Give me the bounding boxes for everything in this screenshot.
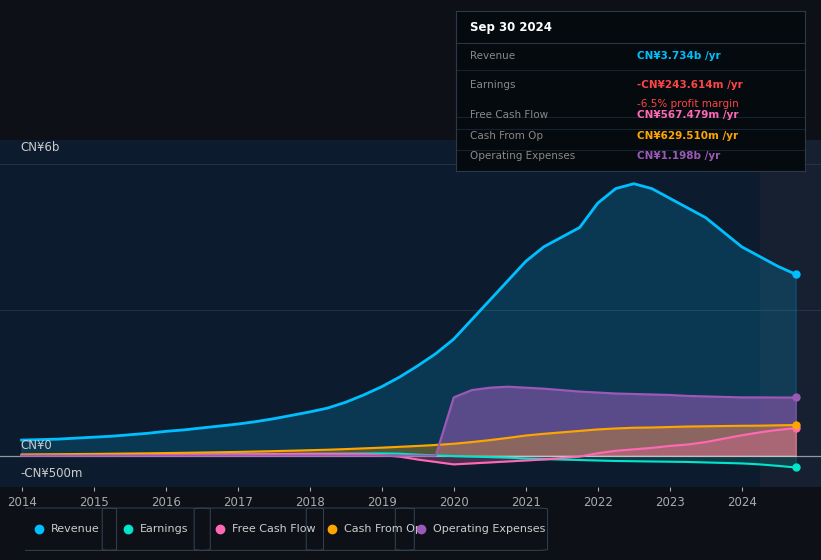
Text: Cash From Op: Cash From Op bbox=[470, 130, 543, 141]
Text: CN¥0: CN¥0 bbox=[21, 438, 53, 452]
Text: -CN¥500m: -CN¥500m bbox=[21, 466, 83, 480]
Text: Sep 30 2024: Sep 30 2024 bbox=[470, 21, 552, 34]
Text: Free Cash Flow: Free Cash Flow bbox=[470, 110, 548, 120]
Text: -CN¥243.614m /yr: -CN¥243.614m /yr bbox=[637, 80, 743, 90]
Bar bbox=[759, 140, 821, 487]
Text: Cash From Op: Cash From Op bbox=[344, 524, 421, 534]
Text: CN¥3.734b /yr: CN¥3.734b /yr bbox=[637, 51, 721, 61]
Text: Operating Expenses: Operating Expenses bbox=[470, 151, 575, 161]
Text: CN¥629.510m /yr: CN¥629.510m /yr bbox=[637, 130, 738, 141]
Text: Operating Expenses: Operating Expenses bbox=[433, 524, 545, 534]
Text: Revenue: Revenue bbox=[51, 524, 99, 534]
Text: Earnings: Earnings bbox=[470, 80, 515, 90]
Text: Free Cash Flow: Free Cash Flow bbox=[232, 524, 315, 534]
Text: CN¥1.198b /yr: CN¥1.198b /yr bbox=[637, 151, 720, 161]
Text: CN¥567.479m /yr: CN¥567.479m /yr bbox=[637, 110, 739, 120]
Text: CN¥6b: CN¥6b bbox=[21, 141, 60, 154]
Text: -6.5% profit margin: -6.5% profit margin bbox=[637, 99, 739, 109]
Text: Revenue: Revenue bbox=[470, 51, 515, 61]
Text: Earnings: Earnings bbox=[140, 524, 188, 534]
